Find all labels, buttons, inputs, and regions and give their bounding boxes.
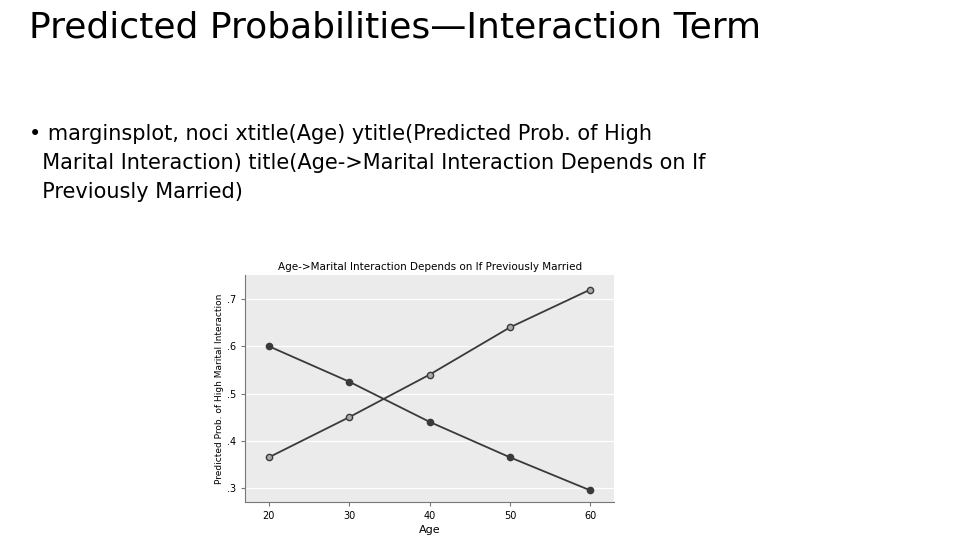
Not Previously Married	[263, 343, 275, 349]
Previously Married	[263, 454, 275, 461]
X-axis label: Age: Age	[419, 525, 441, 535]
Text: • marginsplot, noci xtitle(Age) ytitle(Predicted Prob. of High
  Marital Interac: • marginsplot, noci xtitle(Age) ytitle(P…	[29, 124, 706, 202]
Previously Married	[344, 414, 355, 420]
Line: Not Previously Married: Not Previously Married	[266, 343, 593, 494]
Not Previously Married	[504, 454, 516, 461]
Line: Previously Married: Previously Married	[266, 286, 593, 461]
Previously Married	[424, 372, 436, 378]
Y-axis label: Predicted Prob. of High Marital Interaction: Predicted Prob. of High Marital Interact…	[215, 294, 224, 484]
Text: Predicted Probabilities—Interaction Term: Predicted Probabilities—Interaction Term	[29, 10, 761, 44]
Not Previously Married	[344, 379, 355, 385]
Not Previously Married	[424, 418, 436, 425]
Not Previously Married	[585, 487, 596, 494]
Previously Married	[504, 324, 516, 330]
Title: Age->Marital Interaction Depends on If Previously Married: Age->Marital Interaction Depends on If P…	[277, 262, 582, 272]
Previously Married	[585, 286, 596, 293]
